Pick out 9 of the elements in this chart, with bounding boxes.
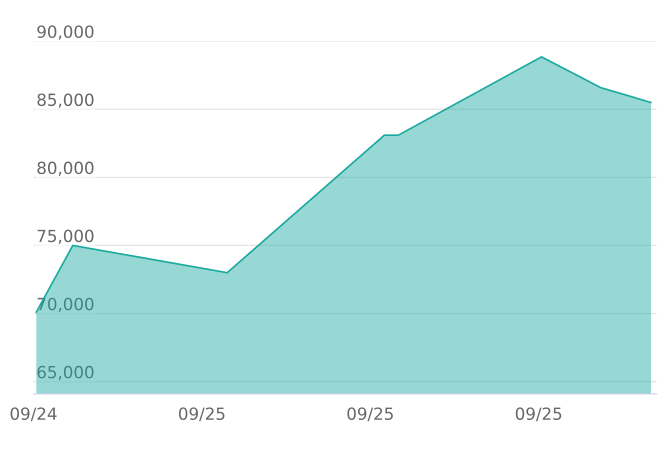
y-tick-label: 90,000 bbox=[37, 25, 94, 40]
x-tick-label: 09/25 bbox=[347, 407, 393, 422]
x-tick-label: 09/24 bbox=[10, 407, 57, 422]
y-tick-label: 85,000 bbox=[37, 93, 94, 108]
x-tick-label: 09/25 bbox=[516, 407, 562, 422]
y-tick-label: 75,000 bbox=[38, 230, 94, 244]
y-tick-label: 65,000 bbox=[37, 366, 94, 380]
x-tick-label: 09/25 bbox=[178, 407, 224, 422]
y-tick-label: 80,000 bbox=[37, 162, 94, 176]
